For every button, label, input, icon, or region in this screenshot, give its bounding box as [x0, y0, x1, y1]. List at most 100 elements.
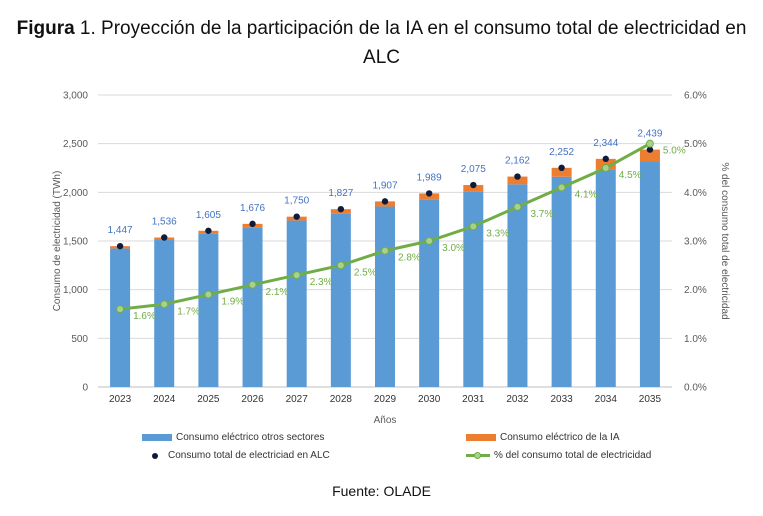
total-data-label: 2,162 — [505, 156, 530, 167]
title-line2: ALC — [363, 47, 400, 68]
x-tick-label: 2024 — [153, 394, 176, 405]
pct-point — [116, 305, 125, 314]
pct-data-label: 1.9% — [221, 297, 244, 308]
x-tick-label: 2030 — [418, 394, 441, 405]
x-axis-title: Años — [374, 415, 397, 426]
bar-other — [595, 169, 616, 387]
total-data-label: 1,536 — [152, 216, 177, 227]
bar-ia — [551, 167, 572, 177]
x-tick-label: 2035 — [639, 394, 662, 405]
total-point — [337, 205, 345, 213]
total-data-label: 2,252 — [549, 147, 574, 158]
y2-tick-label: 4.0% — [684, 188, 707, 199]
total-data-label: 1,605 — [196, 210, 221, 221]
bar-other — [419, 199, 440, 387]
y2-tick-label: 3.0% — [684, 237, 707, 248]
x-tick-label: 2027 — [286, 394, 309, 405]
y2-tick-label: 1.0% — [684, 334, 707, 345]
bar-other — [507, 184, 528, 387]
total-point — [514, 173, 521, 180]
pct-point — [204, 290, 213, 299]
y2-tick-label: 5.0% — [684, 139, 707, 150]
x-tick-label: 2026 — [241, 394, 264, 405]
bar-ia — [507, 176, 528, 185]
total-point — [646, 146, 654, 153]
pct-data-label: 3.3% — [486, 228, 509, 239]
x-tick-label: 2031 — [462, 394, 485, 405]
total-point — [205, 227, 212, 234]
pct-data-label: 4.1% — [575, 189, 598, 200]
total-point — [249, 220, 256, 228]
pct-point — [469, 222, 478, 231]
bar-ia — [639, 149, 660, 162]
pct-point — [160, 300, 169, 309]
y-tick-label: 2,500 — [63, 139, 88, 150]
pct-point — [248, 280, 257, 289]
pct-point — [292, 271, 301, 280]
total-point — [425, 190, 433, 197]
x-tick-label: 2029 — [374, 394, 397, 405]
pct-point — [513, 202, 522, 211]
bar-other — [110, 248, 131, 387]
pct-data-label: 3.0% — [442, 243, 465, 254]
y-tick-label: 2,000 — [63, 188, 88, 199]
bar-other — [330, 213, 351, 387]
total-point — [293, 213, 300, 220]
pct-data-label: 2.1% — [266, 287, 289, 298]
bar-other — [242, 227, 263, 387]
pct-point — [645, 139, 654, 148]
pct-data-label: 4.5% — [619, 170, 642, 181]
x-tick-label: 2023 — [109, 394, 132, 405]
x-tick-label: 2032 — [506, 394, 529, 405]
source-note: Fuente: OLADE — [332, 483, 431, 499]
pct-data-label: 1.6% — [133, 311, 156, 322]
bar-other — [463, 191, 484, 387]
total-data-label: 1,989 — [417, 172, 442, 183]
x-tick-label: 2034 — [595, 394, 618, 405]
title-bold: Figura — [16, 18, 75, 39]
pct-point — [601, 164, 610, 172]
y-tick-label: 500 — [71, 334, 88, 345]
total-point — [558, 164, 565, 172]
title-text: 1. Proyección de la participación de la … — [74, 18, 747, 39]
y-tick-label: 3,000 — [63, 91, 88, 102]
y2-tick-label: 0.0% — [684, 383, 707, 394]
total-data-label: 1,447 — [108, 225, 133, 236]
bar-other — [551, 176, 572, 387]
bar-other — [198, 233, 219, 387]
pct-point — [336, 261, 345, 270]
total-data-label: 1,907 — [372, 180, 397, 191]
pct-data-label: 1.7% — [177, 306, 200, 317]
pct-point — [381, 246, 389, 255]
total-point — [116, 242, 124, 250]
bar-other — [286, 220, 307, 387]
pct-data-label: 2.3% — [310, 277, 333, 288]
chart-title: Figura 1. Proyección de la participación… — [0, 14, 763, 72]
y-axis-title: Consumo de electricidad (TWh) — [52, 171, 63, 312]
total-data-label: 1,676 — [240, 203, 265, 214]
y2-tick-label: 2.0% — [684, 285, 707, 296]
bar-other — [154, 240, 175, 387]
total-point — [602, 155, 609, 163]
x-tick-label: 2028 — [330, 394, 353, 405]
y2-axis-title: % del consumo total de electricidad — [719, 162, 730, 319]
x-tick-label: 2025 — [197, 394, 220, 405]
total-point — [381, 198, 389, 205]
pct-point — [557, 183, 566, 192]
total-data-label: 1,827 — [328, 188, 353, 199]
total-data-label: 2,075 — [461, 164, 486, 175]
pct-data-label: 5.0% — [663, 146, 686, 157]
total-point — [161, 234, 168, 241]
y-tick-label: 1,500 — [63, 237, 88, 248]
pct-data-label: 2.8% — [398, 253, 421, 264]
pct-data-label: 2.5% — [354, 267, 377, 278]
x-tick-label: 2033 — [550, 394, 573, 405]
bar-other — [639, 161, 660, 387]
total-data-label: 2,439 — [637, 129, 662, 140]
y2-tick-label: 6.0% — [684, 91, 707, 102]
total-data-label: 1,750 — [284, 196, 309, 207]
bar-other — [375, 206, 395, 387]
total-point — [470, 181, 477, 189]
pct-data-label: 3.7% — [530, 209, 553, 220]
